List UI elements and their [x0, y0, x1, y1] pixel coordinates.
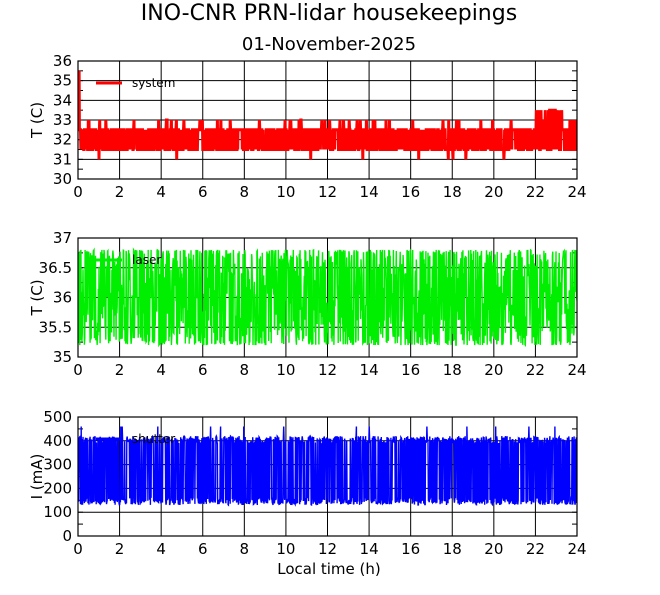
x-tick-label: 16 [401, 540, 420, 558]
x-tick-label: 20 [484, 183, 503, 201]
y-tick-label: 300 [43, 456, 72, 474]
x-tick-label: 8 [240, 540, 250, 558]
y-tick-label: 36 [53, 52, 72, 70]
y-tick-label: 37 [53, 229, 72, 247]
x-tick-label: 8 [240, 361, 250, 379]
y-tick-label: 36.5 [39, 259, 72, 277]
x-axis-label: Local time (h) [277, 560, 381, 578]
y-tick-label: 32 [53, 131, 72, 149]
y-tick-label: 30 [53, 170, 72, 188]
x-tick-label: 0 [73, 540, 83, 558]
x-tick-label: 0 [73, 361, 83, 379]
x-tick-label: 14 [360, 540, 379, 558]
x-tick-label: 2 [115, 361, 125, 379]
x-tick-label: 6 [198, 361, 208, 379]
y-tick-label: 33 [53, 111, 72, 129]
x-tick-label: 10 [276, 540, 295, 558]
y-tick-label: 35.5 [39, 318, 72, 336]
x-tick-label: 22 [526, 361, 545, 379]
x-tick-label: 4 [156, 540, 166, 558]
x-tick-label: 10 [276, 183, 295, 201]
legend-label: system [132, 76, 175, 90]
y-axis-label: I (mA) [28, 454, 46, 500]
y-tick-label: 500 [43, 408, 72, 426]
y-tick-label: 100 [43, 503, 72, 521]
chart-title: INO-CNR PRN-lidar housekeepings [141, 1, 517, 26]
x-tick-label: 22 [526, 183, 545, 201]
x-tick-label: 12 [318, 183, 337, 201]
x-tick-label: 12 [318, 361, 337, 379]
x-tick-label: 16 [401, 183, 420, 201]
x-tick-label: 24 [567, 183, 586, 201]
x-tick-label: 10 [276, 361, 295, 379]
x-tick-label: 22 [526, 540, 545, 558]
plot-frame [77, 60, 578, 180]
y-tick-label: 35 [53, 72, 72, 90]
legend-label: laser [132, 253, 161, 267]
x-tick-label: 14 [360, 183, 379, 201]
y-tick-label: 35 [53, 348, 72, 366]
x-tick-label: 12 [318, 540, 337, 558]
x-tick-label: 0 [73, 183, 83, 201]
y-tick-label: 36 [53, 289, 72, 307]
x-tick-label: 2 [115, 183, 125, 201]
series-line-shutter [78, 426, 577, 507]
x-tick-label: 6 [198, 540, 208, 558]
x-tick-label: 2 [115, 540, 125, 558]
x-tick-label: 4 [156, 361, 166, 379]
plot-frame [77, 416, 578, 537]
y-axis-label: T (C) [28, 102, 46, 139]
x-tick-label: 18 [443, 540, 462, 558]
x-tick-label: 24 [567, 540, 586, 558]
legend-label: shutter [132, 432, 175, 446]
y-tick-label: 31 [53, 150, 72, 168]
x-tick-label: 8 [240, 183, 250, 201]
y-axis-label: T (C) [28, 279, 46, 316]
series-line-system [78, 70, 577, 160]
x-tick-label: 16 [401, 361, 420, 379]
x-tick-label: 20 [484, 361, 503, 379]
x-tick-label: 20 [484, 540, 503, 558]
y-tick-label: 200 [43, 479, 72, 497]
y-tick-label: 0 [62, 527, 72, 545]
y-tick-label: 34 [53, 91, 72, 109]
x-tick-label: 24 [567, 361, 586, 379]
x-tick-label: 6 [198, 183, 208, 201]
x-tick-label: 18 [443, 361, 462, 379]
series-line-laser [78, 247, 577, 348]
x-tick-label: 14 [360, 361, 379, 379]
chart-subtitle: 01-November-2025 [242, 34, 416, 55]
plot-frame [77, 237, 578, 358]
y-tick-label: 400 [43, 432, 72, 450]
x-tick-label: 4 [156, 183, 166, 201]
x-tick-label: 18 [443, 183, 462, 201]
